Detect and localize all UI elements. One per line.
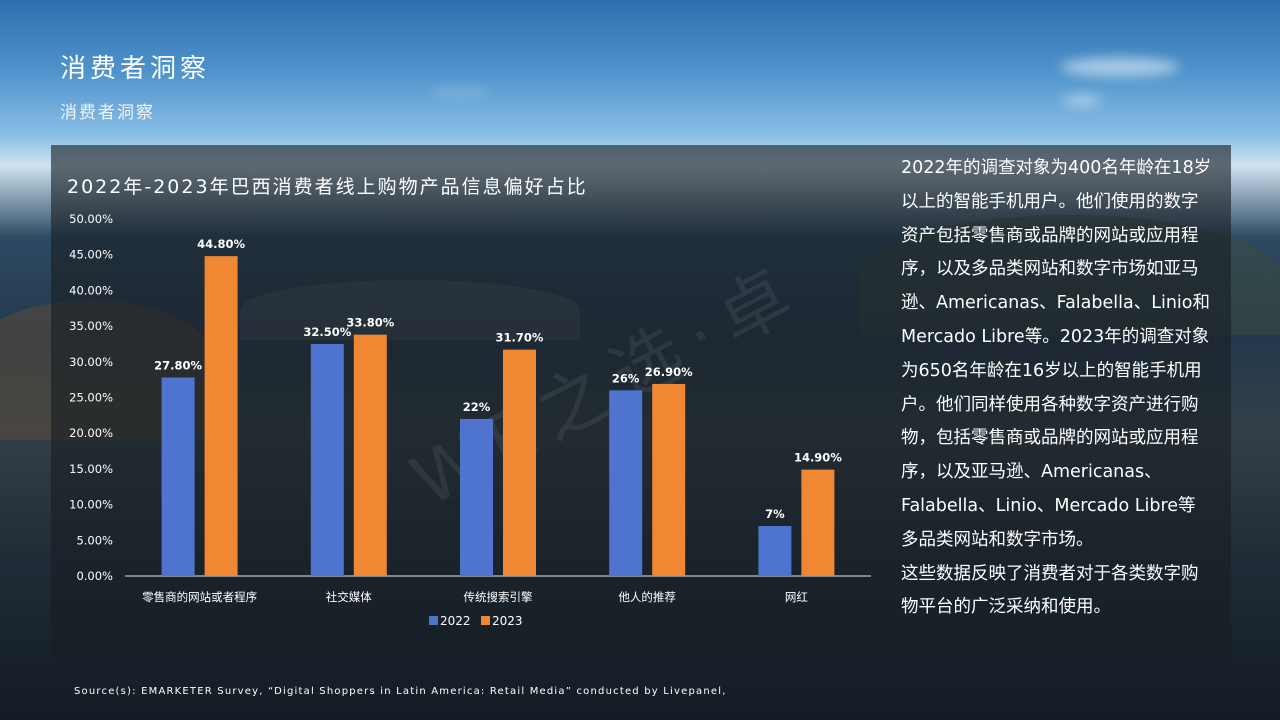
x-tick-label: 社交媒体: [326, 590, 372, 604]
y-tick-label: 0.00%: [76, 569, 113, 583]
y-tick-label: 15.00%: [69, 462, 113, 476]
data-label: 27.80%: [154, 359, 202, 373]
bar-2023: [204, 256, 238, 576]
page-title: 消费者洞察: [60, 54, 211, 84]
data-label: 26%: [612, 371, 640, 385]
data-label: 32.50%: [303, 325, 351, 339]
bar-2022: [310, 343, 344, 576]
legend-swatch-2023: [481, 616, 490, 625]
x-tick-label: 他人的推荐: [618, 590, 676, 604]
legend-swatch-2022: [429, 616, 438, 625]
bar-2023: [801, 469, 835, 576]
chart-title: 2022年-2023年巴西消费者线上购物产品信息偏好占比: [67, 176, 588, 198]
y-tick-label: 45.00%: [69, 248, 113, 262]
bar-2023: [652, 383, 686, 576]
y-tick-label: 5.00%: [76, 533, 113, 547]
data-label: 22%: [463, 400, 491, 414]
data-label: 26.90%: [645, 365, 693, 379]
data-label: 7%: [765, 507, 785, 521]
x-tick-label: 网红: [785, 590, 808, 604]
y-tick-label: 35.00%: [69, 319, 113, 333]
bar-2022: [161, 377, 195, 576]
bar-chart: 0.00% 5.00% 10.00% 15.00% 20.00% 25.00% 30.00%…: [69, 212, 871, 628]
y-tick-label: 10.00%: [69, 498, 113, 512]
x-tick-label: 零售商的网站或者程序: [142, 590, 257, 604]
bar-2022: [758, 526, 792, 576]
source-note: Source(s): EMARKETER Survey, “Digital Sh…: [74, 686, 727, 697]
y-tick-label: 40.00%: [69, 283, 113, 297]
bar-2022: [460, 418, 493, 576]
y-tick-label: 20.00%: [69, 426, 113, 440]
y-tick-label: 50.00%: [69, 212, 113, 226]
y-tick-label: 25.00%: [69, 391, 113, 405]
bar-2022: [609, 390, 643, 576]
data-label: 33.80%: [346, 316, 394, 330]
description-paragraph-2: 这些数据反映了消费者对于各类数字购物平台的广泛采纳和使用。: [901, 563, 1199, 618]
y-tick-label: 30.00%: [69, 355, 113, 369]
data-label: 44.80%: [197, 237, 245, 251]
page-subtitle: 消费者洞察: [60, 103, 155, 123]
x-tick-label: 传统搜索引擎: [464, 590, 533, 604]
description-paragraph-1: 2022年的调查对象为400名年龄在18岁以上的智能手机用户。他们使用的数字资产…: [901, 158, 1212, 550]
description-text: 2022年的调查对象为400名年龄在18岁以上的智能手机用户。他们使用的数字资产…: [901, 152, 1213, 625]
bar-2023: [353, 334, 387, 576]
bar-2023: [503, 349, 536, 576]
data-label: 14.90%: [794, 451, 842, 465]
legend-label: 2023: [492, 614, 523, 628]
legend-label: 2022: [440, 614, 471, 628]
data-label: 31.70%: [496, 331, 544, 345]
